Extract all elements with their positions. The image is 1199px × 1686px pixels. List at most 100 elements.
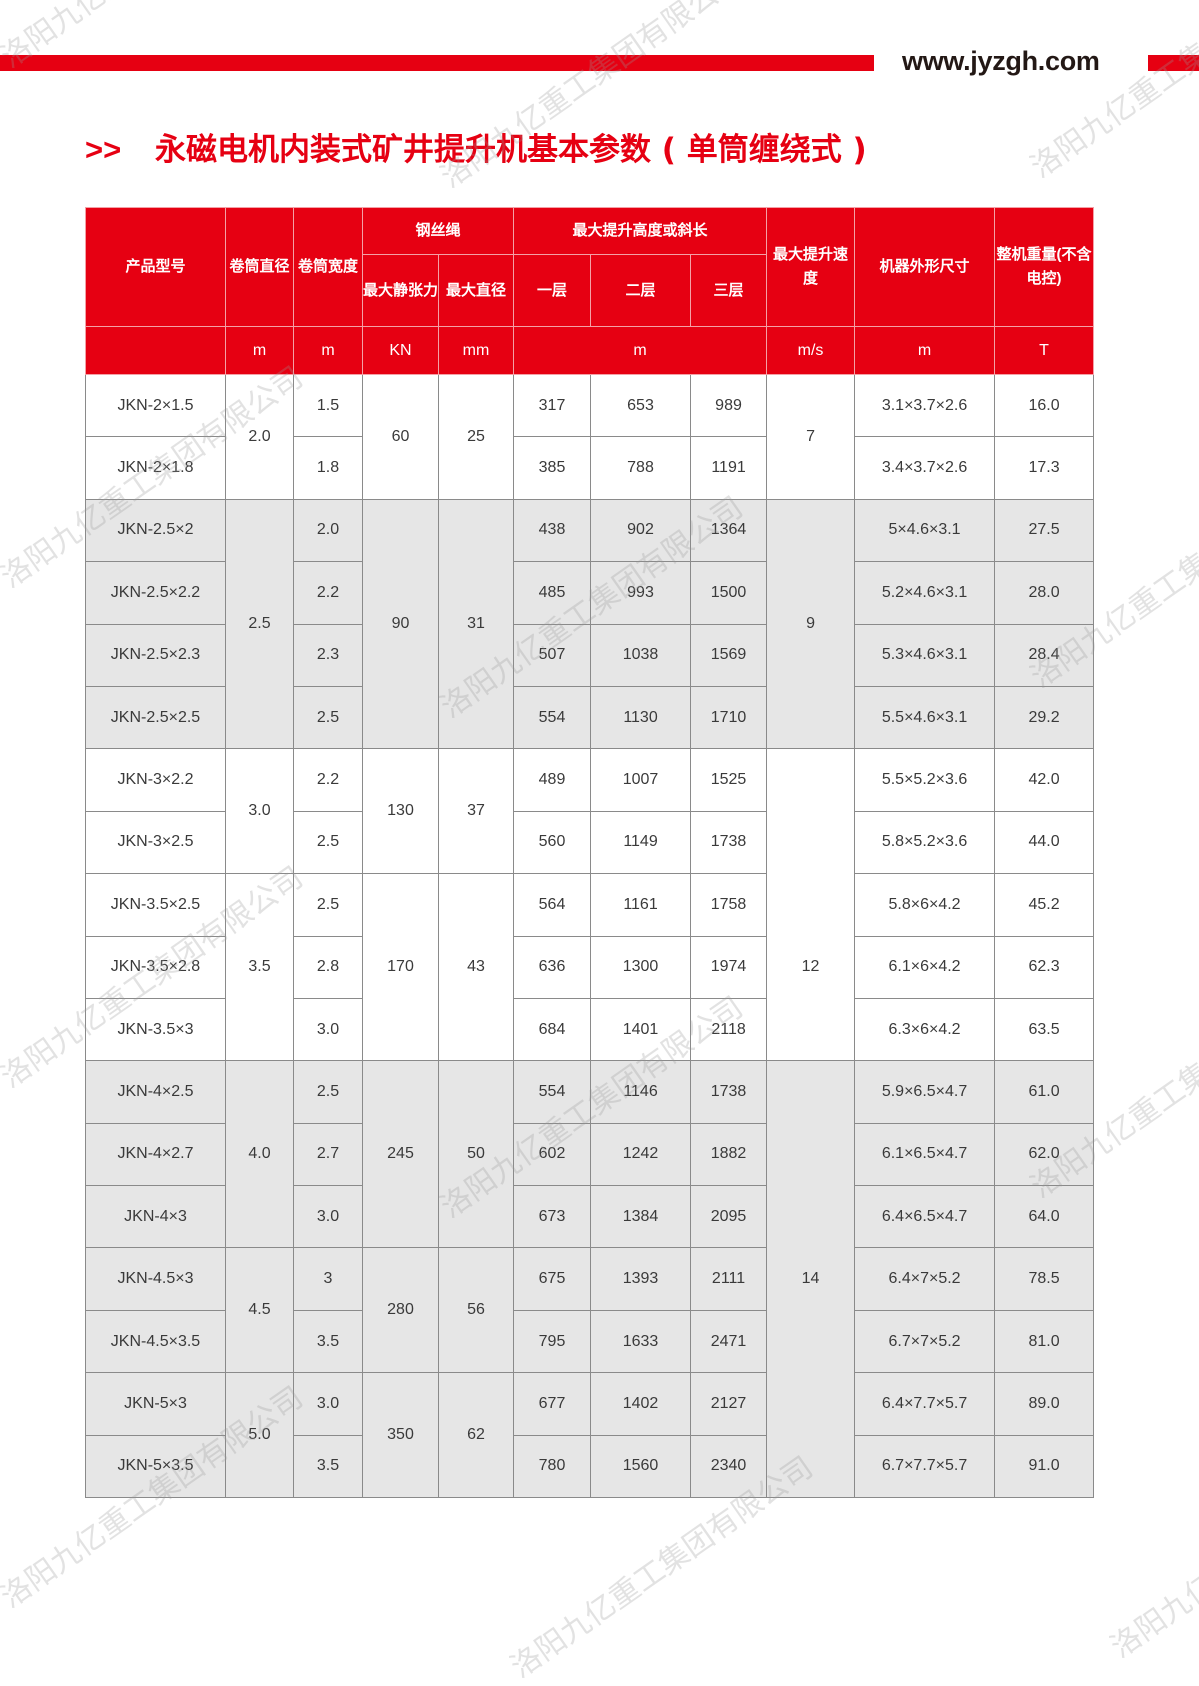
weight-cell: 62.3: [994, 935, 1095, 999]
header-max-rope-diameter: 最大直径: [437, 254, 515, 327]
weight-cell: 27.5: [994, 498, 1095, 563]
layer2-cell: 1242: [590, 1122, 692, 1187]
unit-drum-diameter: m: [225, 326, 294, 375]
drum-width-cell: 3.0: [293, 1185, 363, 1249]
table-row: JKN-2.5×2.5 2.5 554 1130 1710 5.5×4.6×3.1 29.2: [85, 685, 1095, 750]
layer3-cell: 1500: [690, 561, 768, 625]
table-row: JKN-4×2.7 2.7 602 1242 1882 6.1×6.5×4.7 62.0: [85, 1122, 1095, 1187]
table-row: JKN-2×1.5 2.0 1.5 60 25 317 653 989 7 3.1×3.7×2.6…: [85, 373, 1095, 500]
weight-cell: 62.0: [994, 1122, 1095, 1187]
dimensions-cell: 5.3×4.6×3.1: [854, 623, 996, 687]
table-row: JKN-2×1.8 1.8 385 788 1191 3.4×3.7×2.6 17.3: [85, 436, 1095, 500]
dimensions-cell: 6.1×6.5×4.7: [854, 1122, 996, 1187]
drum-width-cell: 3.0: [293, 997, 363, 1062]
drum-width-cell: 2.3: [293, 623, 363, 687]
layer2-cell: 653: [590, 373, 692, 438]
weight-cell: 29.2: [994, 685, 1095, 750]
drum-width-cell: 3: [293, 1247, 363, 1311]
drum-width-cell: 2.5: [293, 685, 363, 750]
dimensions-cell: 6.3×6×4.2: [854, 997, 996, 1062]
header-drum-width: 卷筒宽度: [293, 207, 363, 327]
layer1-cell: 507: [513, 623, 592, 687]
weight-cell: 28.4: [994, 623, 1095, 687]
max-rope-diameter-cell: 43: [437, 873, 515, 1062]
header-red-bar-right: [1148, 55, 1199, 71]
dimensions-cell: 5.9×6.5×4.7: [854, 1060, 996, 1124]
layer3-cell: 1882: [690, 1122, 768, 1187]
weight-cell: 81.0: [994, 1309, 1095, 1374]
header-model-unit-blank: [85, 326, 226, 375]
layer1-cell: 795: [513, 1309, 592, 1374]
weight-cell: 61.0: [994, 1060, 1095, 1124]
model-cell: JKN-3×2.2: [85, 748, 226, 812]
drum-diameter-cell: 4.5: [225, 1247, 294, 1374]
dimensions-cell: 6.1×6×4.2: [854, 935, 996, 999]
weight-cell: 42.0: [994, 748, 1095, 812]
drum-width-cell: 2.5: [293, 873, 363, 937]
model-cell: JKN-3.5×2.8: [85, 935, 226, 999]
unit-dimensions: m: [854, 326, 996, 375]
layer3-cell: 1569: [690, 623, 768, 687]
layer3-cell: 1364: [690, 498, 768, 563]
table-row: JKN-2.5×2 2.5 2.0 90 31 438 902 1364 9 5×4.6×3.1 2…: [85, 498, 1095, 750]
dimensions-cell: 6.7×7×5.2: [854, 1309, 996, 1374]
header-max-speed: 最大提升速度: [766, 207, 856, 327]
max-rope-diameter-cell: 25: [437, 374, 515, 500]
table-row: JKN-4.5×3.5 3.5 795 1633 2471 6.7×7×5.2 81.0: [85, 1309, 1095, 1374]
model-cell: JKN-2.5×2.5: [85, 685, 226, 750]
layer2-cell: 1401: [590, 997, 692, 1062]
layer1-cell: 385: [513, 436, 592, 500]
layer3-cell: 1191: [690, 436, 768, 500]
layer2-cell: 902: [590, 498, 692, 563]
layer2-cell: 1384: [590, 1185, 692, 1249]
model-cell: JKN-3.5×2.5: [85, 873, 226, 937]
unit-max-lift: m: [513, 326, 768, 375]
layer3-cell: 1758: [690, 873, 768, 937]
dimensions-cell: 6.4×7×5.2: [854, 1247, 996, 1311]
header-layer1: 一层: [513, 254, 592, 327]
layer1-cell: 602: [513, 1122, 592, 1187]
drum-diameter-cell: 2.0: [225, 374, 294, 500]
max-static-tension-cell: 90: [362, 498, 439, 750]
layer3-cell: 2095: [690, 1185, 768, 1249]
layer1-cell: 489: [513, 748, 592, 812]
dimensions-cell: 5×4.6×3.1: [854, 498, 996, 563]
table-row: JKN-3×2.2 3.0 2.2 130 37 489 1007 1525 5.5×5.2×3…: [85, 748, 1095, 875]
table-body: JKN-2×1.5 2.0 1.5 60 25 317 653 989 7 3.1×3.7×2.6…: [85, 373, 1095, 1499]
weight-cell: 63.5: [994, 997, 1095, 1062]
max-static-tension-cell: 60: [362, 374, 439, 500]
layer3-cell: 989: [690, 373, 768, 438]
max-speed-cell: 12: [766, 873, 856, 1062]
unit-max-static-tension: KN: [362, 326, 439, 375]
weight-cell: 89.0: [994, 1372, 1095, 1436]
layer2-cell: 1633: [590, 1309, 692, 1374]
model-cell: JKN-4×2.5: [85, 1060, 226, 1124]
max-speed-cell: 9: [766, 498, 856, 750]
website-url: www.jyzgh.com: [902, 46, 1100, 76]
layer3-cell: 1710: [690, 685, 768, 750]
drum-diameter-cell: 3.5: [225, 873, 294, 1062]
drum-width-cell: 2.5: [293, 810, 363, 875]
dimensions-cell: 6.4×6.5×4.7: [854, 1185, 996, 1249]
model-cell: JKN-2.5×2.3: [85, 623, 226, 687]
model-cell: JKN-3×2.5: [85, 810, 226, 875]
layer1-cell: 673: [513, 1185, 592, 1249]
max-rope-diameter-cell: 31: [437, 498, 515, 750]
header-layer3: 三层: [690, 254, 768, 327]
dimensions-cell: 6.4×7.7×5.7: [854, 1372, 996, 1436]
max-rope-diameter-cell: 62: [437, 1372, 515, 1499]
layer3-cell: 2127: [690, 1372, 768, 1436]
parameter-table: 产品型号 卷筒直径 卷筒宽度 钢丝绳 最大提升高度或斜长 最大提升速度 机器外形…: [85, 207, 1095, 1499]
layer2-cell: 1038: [590, 623, 692, 687]
title-arrows: >>: [85, 132, 122, 167]
layer2-cell: 1393: [590, 1247, 692, 1311]
layer2-cell: 1130: [590, 685, 692, 750]
dimensions-cell: 5.8×5.2×3.6: [854, 810, 996, 875]
header-wire-rope: 钢丝绳: [361, 207, 515, 255]
layer2-cell: 1161: [590, 873, 692, 937]
unit-drum-width: m: [293, 326, 363, 375]
header-dimensions: 机器外形尺寸: [854, 207, 996, 327]
drum-width-cell: 2.2: [293, 561, 363, 625]
page-title: >> 永磁电机内装式矿井提升机基本参数 ( 单筒缠绕式 ): [85, 124, 867, 169]
header-drum-diameter: 卷筒直径: [225, 207, 294, 327]
